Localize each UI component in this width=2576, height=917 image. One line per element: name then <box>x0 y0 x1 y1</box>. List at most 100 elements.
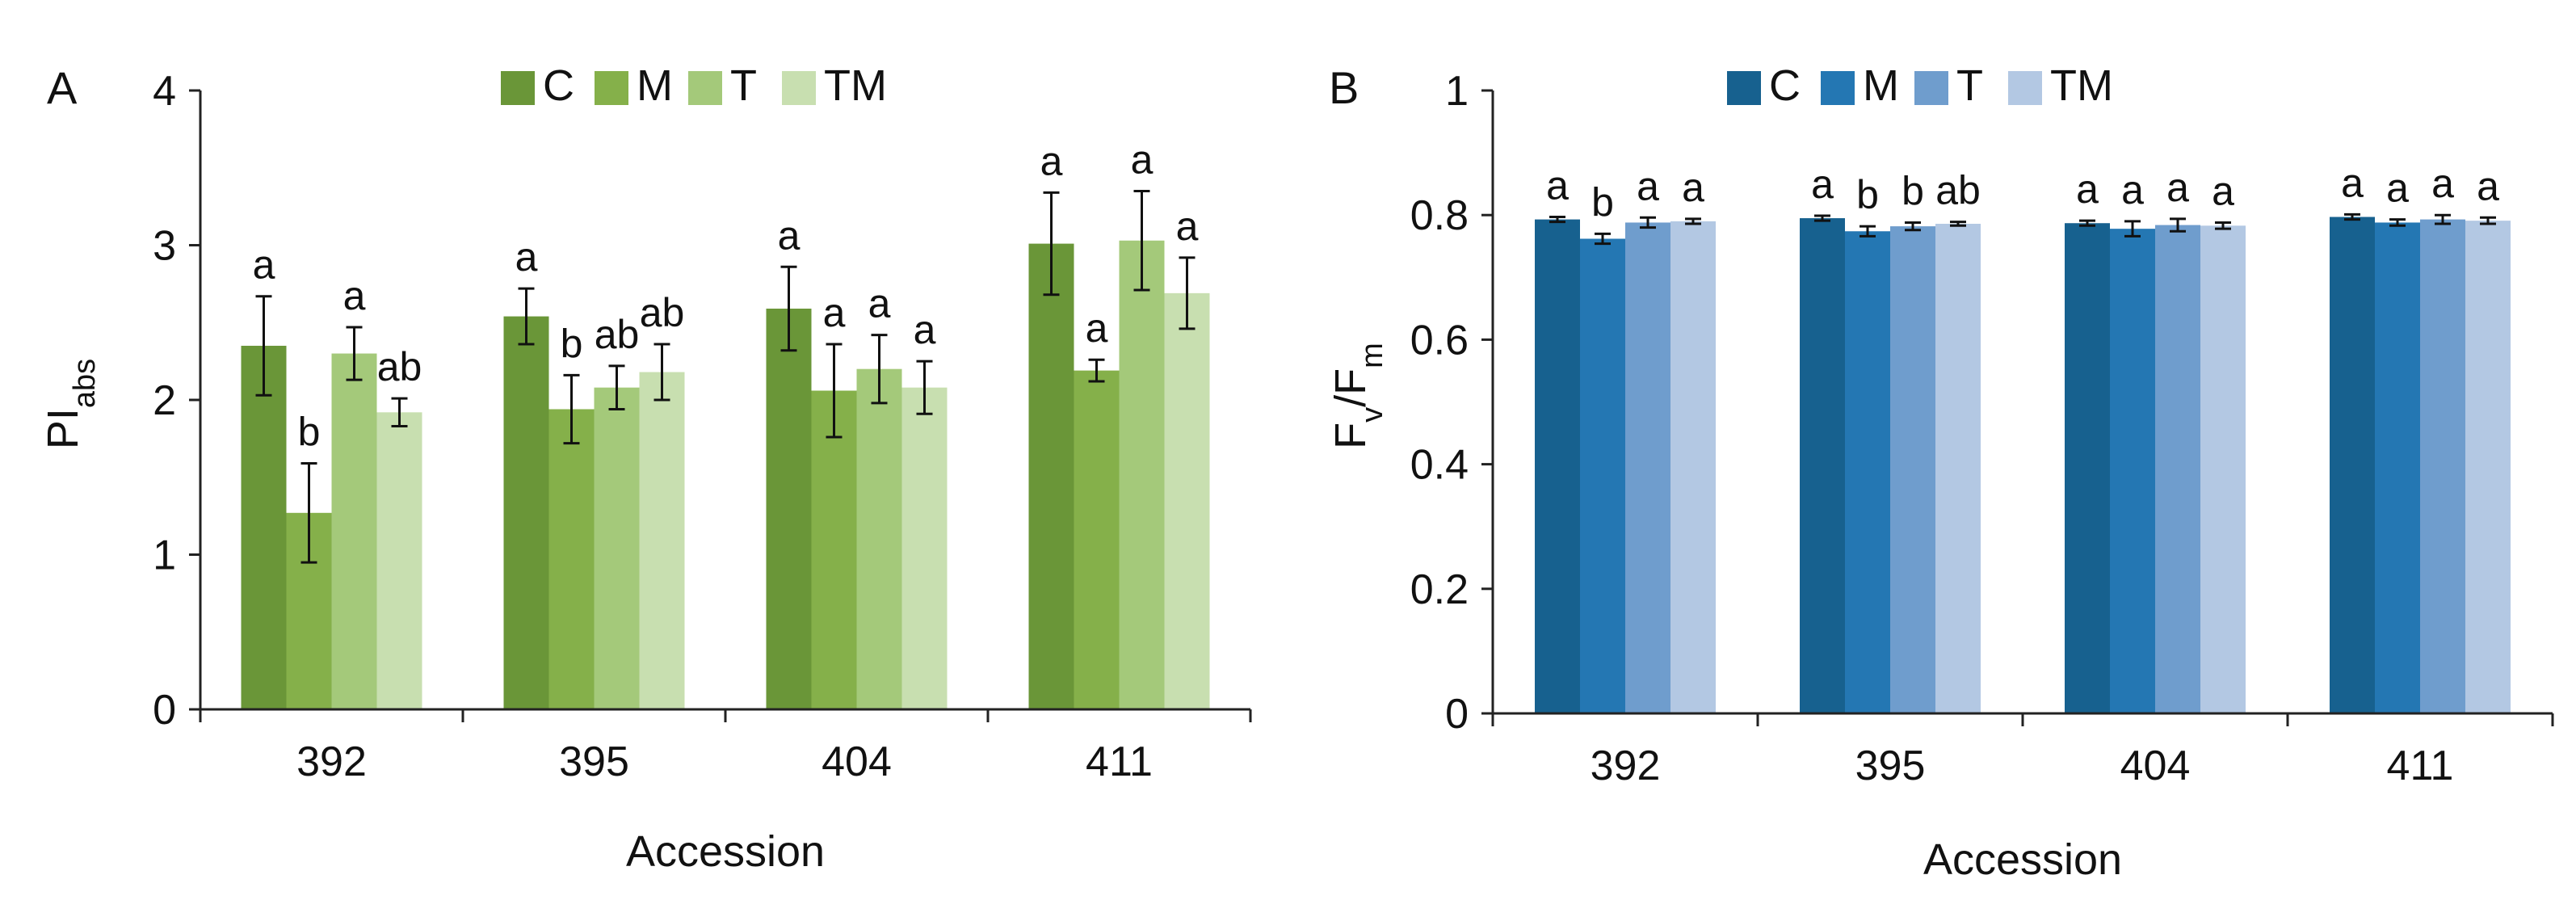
panel-b-legend-label-m: M <box>1863 61 1899 110</box>
panel-b-bar-m <box>2110 229 2155 713</box>
panel-a-y-tick-label: 2 <box>153 377 176 424</box>
panel-b-bar-t <box>2155 225 2200 713</box>
panel-a-bar-m <box>548 409 595 709</box>
panel-a-legend-swatch-m <box>595 71 628 105</box>
panel-b-legend-swatch-t <box>1914 71 1948 105</box>
panel-b-y-axis-title-sub-m: m <box>1355 343 1389 368</box>
panel-b-legend-swatch-m <box>1821 71 1855 105</box>
panel-a-bar-tm <box>376 412 422 709</box>
panel-a-significance-letter: b <box>298 410 321 455</box>
panel-b-label: B <box>1329 62 1359 113</box>
panel-a-significance-letter: a <box>1176 204 1199 249</box>
panel-b-legend-swatch-tm <box>2008 71 2042 105</box>
panel-a-bar-c <box>241 345 287 709</box>
panel-a-legend-swatch-c <box>501 71 535 105</box>
panel-b-significance-letter: a <box>2212 168 2234 213</box>
panel-b-bar-tm <box>2200 225 2246 713</box>
panel-b-bar-m <box>2375 222 2420 713</box>
panel-a-bar-m <box>811 390 857 709</box>
panel-b-bar-tm <box>1935 223 1981 713</box>
panel-b-x-tick-label: 395 <box>1855 742 1926 789</box>
panel-a-bar-tm <box>901 387 948 709</box>
panel-b-significance-letter: a <box>2386 166 2409 211</box>
panel-a-x-tick-label: 395 <box>559 738 629 785</box>
panel-b-significance-letter: ab <box>1935 168 1981 213</box>
panel-b-axes: 0 0.2 0.4 0.6 0.8 1 392 395 404 411 <box>1410 68 2554 789</box>
panel-b-y-axis-title-mid: /F <box>1326 368 1375 407</box>
panel-b-y-tick-label: 0.8 <box>1410 192 1469 239</box>
panel-a-y-tick-label: 3 <box>153 223 176 270</box>
panel-b-legend-label-tm: TM <box>2050 61 2113 110</box>
panel-b-bar-t <box>1890 226 1935 713</box>
panel-a-axes: 0 1 2 3 4 392 395 404 411 <box>153 68 1252 785</box>
panel-b-y-tick-label: 1 <box>1445 68 1469 115</box>
panel-a-label: A <box>47 62 78 113</box>
panel-b-significance-letter: a <box>2477 163 2499 208</box>
panel-b-significance-letter: b <box>1902 168 1924 213</box>
panel-b-bar-t <box>1625 222 1670 713</box>
panel-b-significance-letter: a <box>1546 163 1569 208</box>
panel-b-bar-c <box>1800 218 1845 713</box>
panel-b-bar-m <box>1845 231 1890 714</box>
panel-a-x-axis-title: Accession <box>626 827 825 876</box>
panel-a-bar-t <box>594 387 640 709</box>
panel-a-significance-letter: a <box>1086 305 1108 351</box>
panel-a-significance-letter: a <box>914 307 936 352</box>
panel-a-legend-label-c: C <box>543 61 574 110</box>
panel-b-significance-letter: a <box>2431 161 2454 206</box>
panel-a-bar-m <box>1074 370 1120 709</box>
panel-b-bar-m <box>1580 238 1625 713</box>
panel-b-significance-letter: a <box>2121 167 2144 212</box>
panel-b-significance-letter: a <box>2076 166 2099 212</box>
panel-a-legend-swatch-tm <box>782 71 816 105</box>
panel-b-legend: C M T TM <box>1727 61 2113 110</box>
panel-a-significance-letter: a <box>1040 138 1063 183</box>
panel-b-y-tick-label: 0.2 <box>1410 566 1469 613</box>
panel-b-bar-tm <box>1670 221 1716 713</box>
panel-a-bar-t <box>1119 240 1165 709</box>
panel-a-significance-letter: b <box>561 321 583 366</box>
panel-b-significance-letter: a <box>2341 160 2364 205</box>
panel-a-legend-label-tm: TM <box>824 61 887 110</box>
panel-a-legend-swatch-t <box>688 71 722 105</box>
panel-b-legend-label-t: T <box>1956 61 1983 110</box>
panel-a-significance-letter: a <box>253 242 275 288</box>
panel-b-legend-label-c: C <box>1769 61 1801 110</box>
panel-b-y-axis-title: Fv/Fm <box>1326 343 1389 449</box>
panel-b-bars: a a a ab b a aa b a aa ab a a <box>1535 160 2511 714</box>
panel-b-x-tick-label: 392 <box>1591 742 1661 789</box>
panel-a-y-axis-title-main: PI <box>39 408 87 449</box>
panel-a-significance-letter: a <box>823 290 846 335</box>
panel-b-bar-tm <box>2465 221 2511 713</box>
panel-a-significance-letter: a <box>868 281 891 326</box>
panel-a-bar-t <box>331 353 377 709</box>
panel-a-significance-letter: ab <box>595 312 640 357</box>
panel-a-y-tick-label: 1 <box>153 532 176 579</box>
panel-b-bar-t <box>2420 219 2465 713</box>
panel-b-bar-c <box>2065 223 2110 713</box>
panel-b-x-tick-label: 411 <box>2387 742 2454 789</box>
panel-a-bar-c <box>503 316 549 709</box>
panel-a-significance-letter: ab <box>377 344 422 389</box>
panel-a-x-tick-label: 411 <box>1086 738 1153 785</box>
panel-b-significance-letter: a <box>1682 165 1704 210</box>
panel-a-y-axis-title: PIabs <box>39 359 102 449</box>
panel-b-y-tick-label: 0.6 <box>1410 317 1469 364</box>
panel-a-x-tick-label: 392 <box>296 738 367 785</box>
panel-a-x-tick-label: 404 <box>822 738 892 785</box>
panel-a-y-tick-label: 0 <box>153 687 176 734</box>
panel-b-y-axis-title-sub-v: v <box>1355 407 1389 423</box>
panel-b-x-tick-label: 404 <box>2120 742 2191 789</box>
panel-a-bar-t <box>856 368 902 709</box>
panel-b-significance-letter: b <box>1591 179 1614 225</box>
panel-b-significance-letter: a <box>1811 162 1834 207</box>
panel-b-significance-letter: a <box>1637 163 1659 208</box>
panel-a-y-axis-title-sub: abs <box>68 359 102 408</box>
panel-a-significance-letter: a <box>778 212 801 258</box>
panel-b-x-axis-title: Accession <box>1923 835 2122 884</box>
panel-a-legend-label-t: T <box>730 61 757 110</box>
panel-a-significance-letter: a <box>515 234 538 280</box>
